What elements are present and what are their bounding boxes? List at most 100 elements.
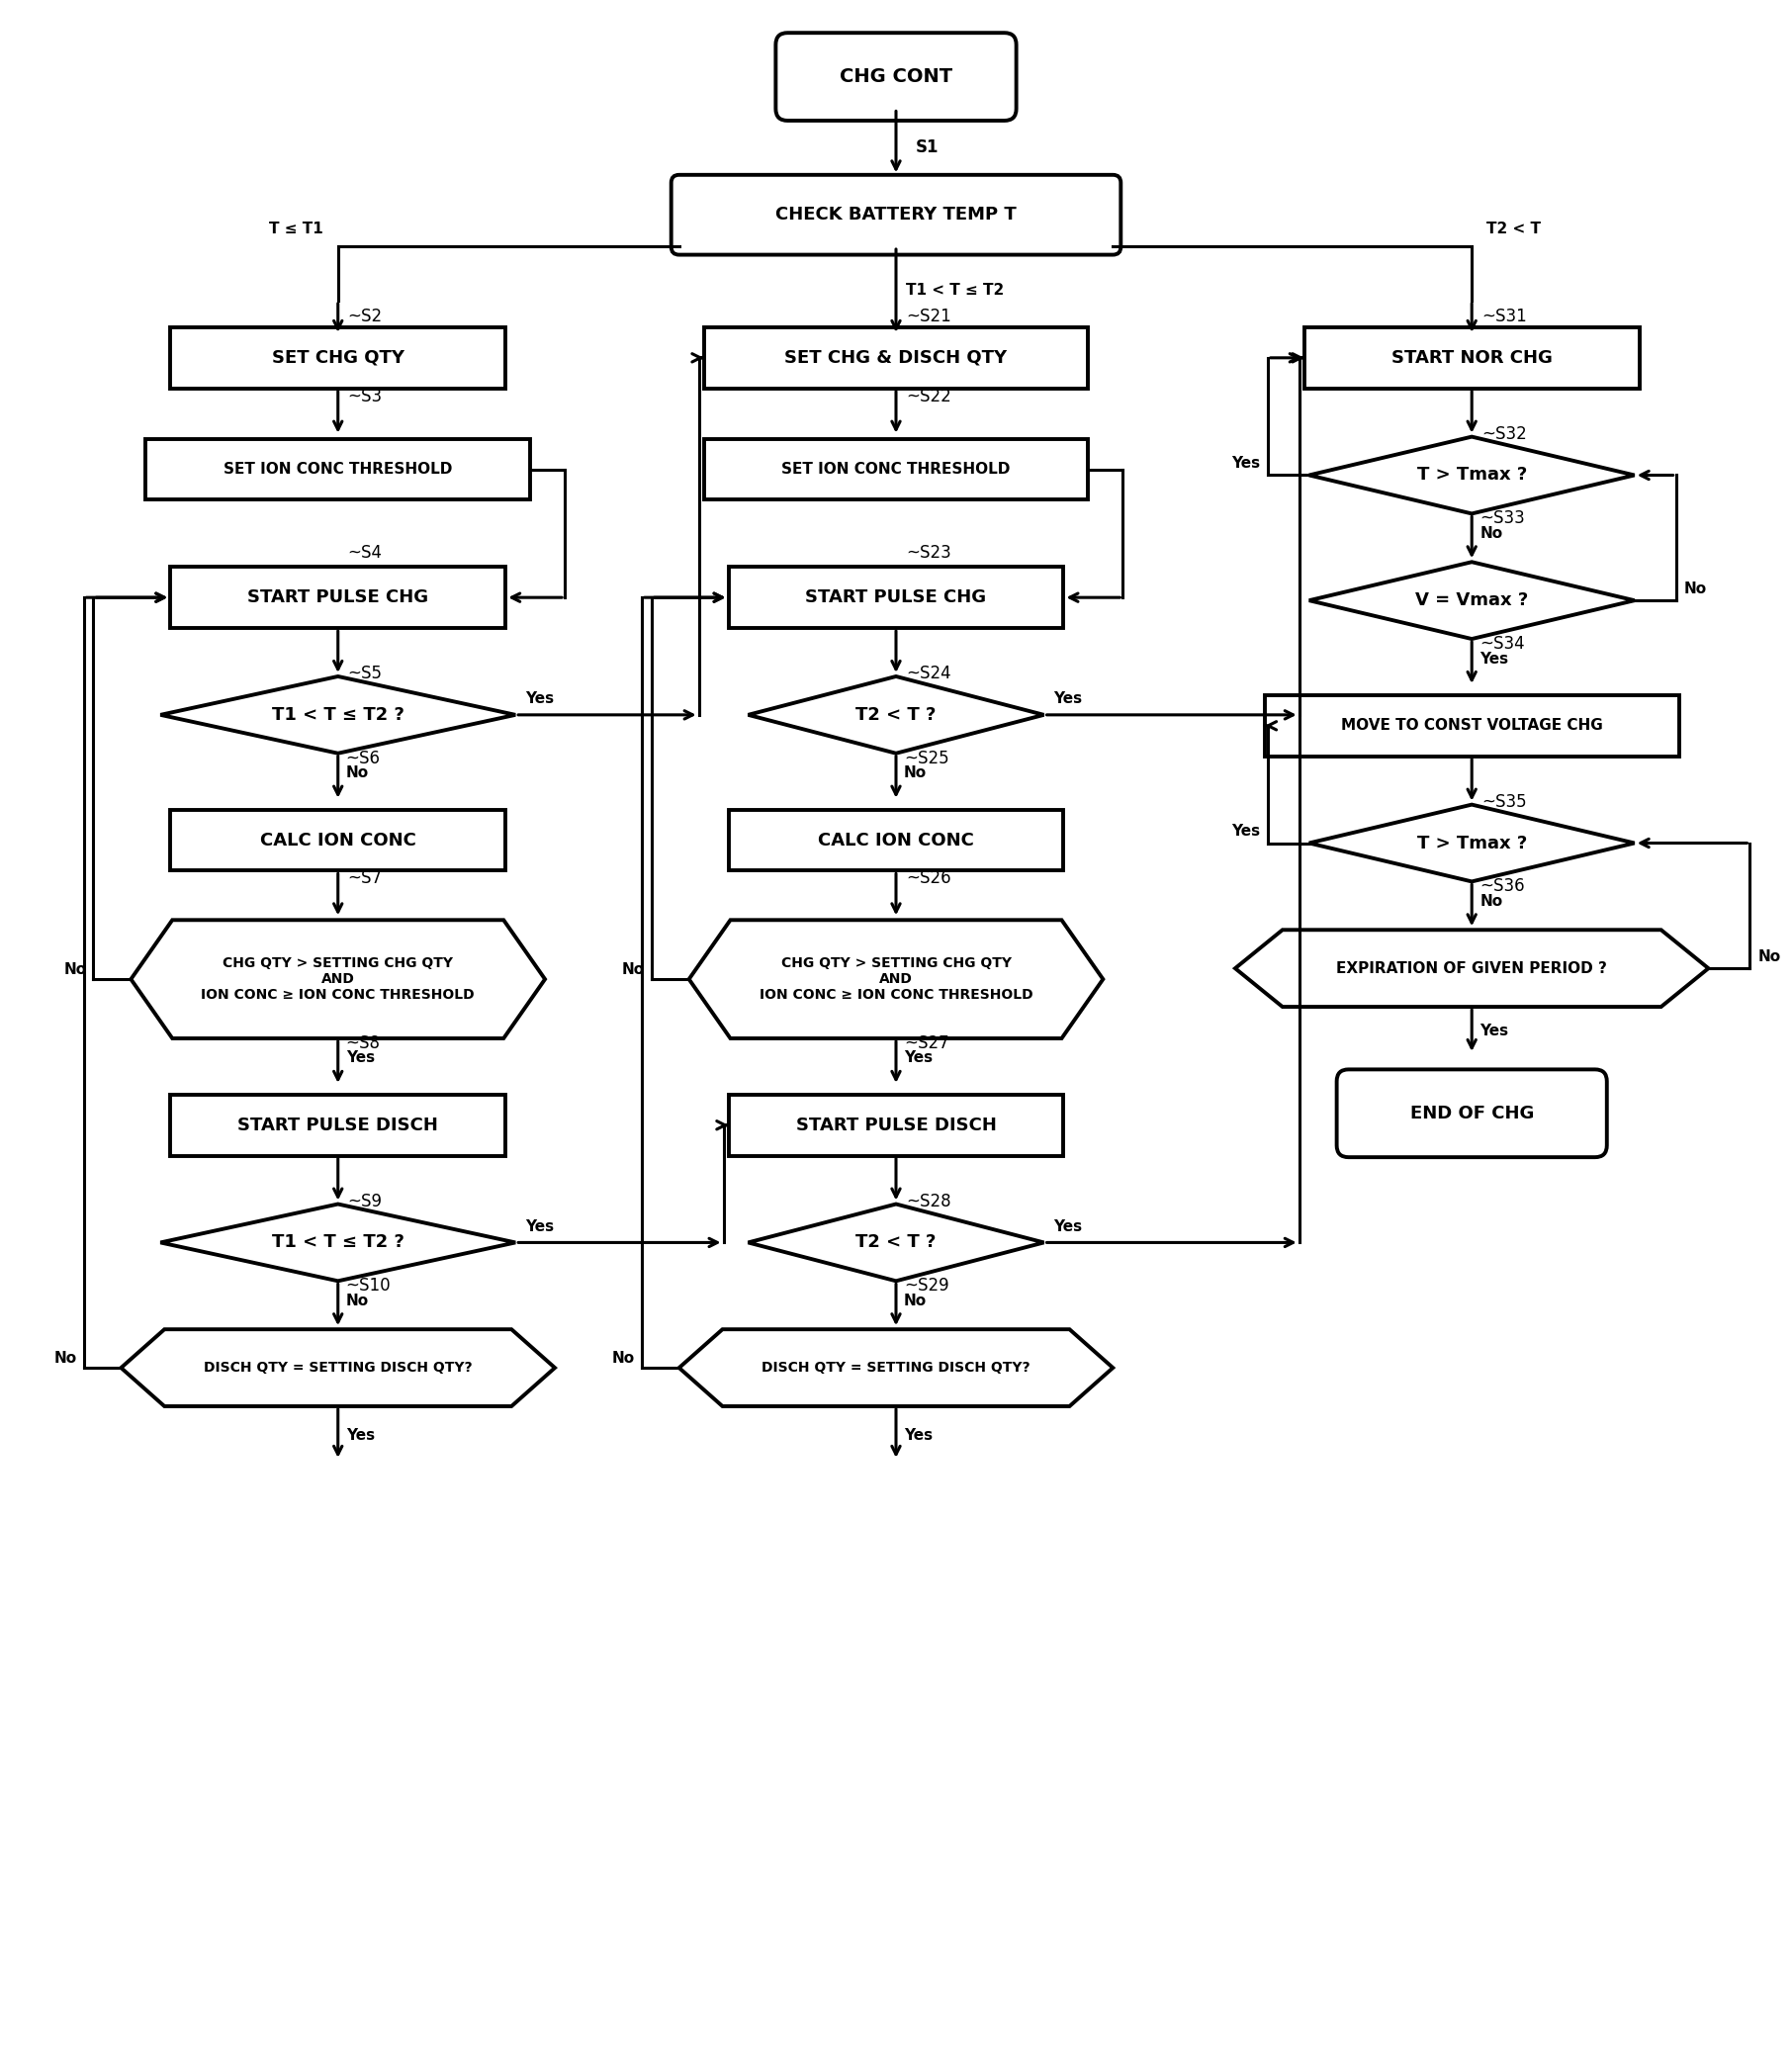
Text: T2 < T ?: T2 < T ? [857, 706, 935, 724]
FancyBboxPatch shape [672, 175, 1120, 255]
FancyBboxPatch shape [170, 810, 505, 870]
Text: SET ION CONC THRESHOLD: SET ION CONC THRESHOLD [781, 463, 1011, 477]
Text: Yes: Yes [1231, 457, 1260, 471]
Text: ~S35: ~S35 [1482, 792, 1527, 810]
FancyBboxPatch shape [170, 1094, 505, 1156]
Text: SET CHG QTY: SET CHG QTY [272, 350, 405, 366]
Text: CHG QTY > SETTING CHG QTY
AND
ION CONC ≥ ION CONC THRESHOLD: CHG QTY > SETTING CHG QTY AND ION CONC ≥… [201, 957, 475, 1002]
Text: Yes: Yes [1480, 652, 1509, 666]
Text: ~S21: ~S21 [907, 306, 952, 325]
Text: Yes: Yes [346, 1428, 375, 1444]
Text: ~S4: ~S4 [348, 545, 382, 562]
Polygon shape [1310, 436, 1634, 514]
Text: START NOR CHG: START NOR CHG [1391, 350, 1552, 366]
Polygon shape [122, 1329, 556, 1407]
Text: Yes: Yes [903, 1051, 932, 1066]
Text: Yes: Yes [1480, 1024, 1509, 1039]
Text: No: No [1480, 527, 1502, 541]
Polygon shape [747, 677, 1045, 753]
Text: CHG CONT: CHG CONT [840, 68, 952, 86]
FancyBboxPatch shape [1265, 695, 1679, 757]
Text: START PULSE DISCH: START PULSE DISCH [238, 1117, 439, 1133]
FancyBboxPatch shape [728, 810, 1064, 870]
Text: ~S36: ~S36 [1480, 878, 1525, 895]
Text: No: No [346, 765, 369, 780]
Text: CHG QTY > SETTING CHG QTY
AND
ION CONC ≥ ION CONC THRESHOLD: CHG QTY > SETTING CHG QTY AND ION CONC ≥… [760, 957, 1032, 1002]
Text: ~S3: ~S3 [348, 387, 382, 405]
Text: ~S6: ~S6 [346, 749, 380, 767]
Text: Yes: Yes [1054, 1220, 1082, 1234]
FancyBboxPatch shape [704, 438, 1088, 500]
Text: SET ION CONC THRESHOLD: SET ION CONC THRESHOLD [224, 463, 452, 477]
Text: No: No [611, 1351, 634, 1366]
Text: ~S25: ~S25 [903, 749, 950, 767]
Text: T > Tmax ?: T > Tmax ? [1417, 835, 1527, 852]
Polygon shape [131, 919, 545, 1039]
Text: ~S31: ~S31 [1482, 306, 1527, 325]
FancyBboxPatch shape [145, 438, 530, 500]
Text: Yes: Yes [1231, 823, 1260, 839]
FancyBboxPatch shape [170, 327, 505, 389]
Polygon shape [1235, 930, 1708, 1006]
Text: CALC ION CONC: CALC ION CONC [817, 831, 975, 850]
Text: No: No [622, 963, 645, 977]
Polygon shape [1310, 562, 1634, 640]
Text: T2 < T ?: T2 < T ? [857, 1234, 935, 1251]
Text: Yes: Yes [346, 1051, 375, 1066]
Text: SET CHG & DISCH QTY: SET CHG & DISCH QTY [785, 350, 1007, 366]
Text: START PULSE CHG: START PULSE CHG [805, 588, 987, 607]
Text: ~S24: ~S24 [907, 664, 952, 683]
Text: No: No [1480, 895, 1502, 909]
Text: Yes: Yes [525, 691, 554, 706]
Text: T1 < T ≤ T2 ?: T1 < T ≤ T2 ? [272, 1234, 405, 1251]
Text: No: No [903, 1294, 926, 1308]
Text: CALC ION CONC: CALC ION CONC [260, 831, 416, 850]
FancyBboxPatch shape [728, 568, 1064, 627]
Text: Yes: Yes [525, 1220, 554, 1234]
Text: T2 < T: T2 < T [1487, 222, 1541, 237]
Text: ~S5: ~S5 [348, 664, 382, 683]
Text: EXPIRATION OF GIVEN PERIOD ?: EXPIRATION OF GIVEN PERIOD ? [1337, 961, 1607, 975]
Text: ~S9: ~S9 [348, 1193, 382, 1210]
Text: V = Vmax ?: V = Vmax ? [1416, 592, 1529, 609]
Text: END OF CHG: END OF CHG [1410, 1105, 1534, 1123]
Text: S1: S1 [916, 138, 939, 156]
Text: ~S23: ~S23 [907, 545, 952, 562]
Text: Yes: Yes [903, 1428, 932, 1444]
Text: ~S28: ~S28 [907, 1193, 952, 1210]
Text: No: No [65, 963, 86, 977]
Text: No: No [1758, 948, 1781, 965]
Text: ~S10: ~S10 [346, 1277, 391, 1294]
Text: DISCH QTY = SETTING DISCH QTY?: DISCH QTY = SETTING DISCH QTY? [762, 1362, 1030, 1374]
Text: ~S34: ~S34 [1480, 636, 1525, 652]
Text: T1 < T ≤ T2: T1 < T ≤ T2 [907, 284, 1004, 298]
Text: ~S22: ~S22 [907, 387, 952, 405]
Polygon shape [1310, 804, 1634, 882]
Polygon shape [747, 1203, 1045, 1282]
Text: ~S8: ~S8 [346, 1035, 380, 1053]
Text: ~S26: ~S26 [907, 870, 952, 887]
FancyBboxPatch shape [170, 568, 505, 627]
Text: No: No [346, 1294, 369, 1308]
Text: No: No [1684, 582, 1706, 597]
Polygon shape [679, 1329, 1113, 1407]
Text: No: No [54, 1351, 77, 1366]
Text: ~S32: ~S32 [1482, 426, 1527, 442]
FancyBboxPatch shape [1337, 1070, 1607, 1158]
Text: START PULSE CHG: START PULSE CHG [247, 588, 428, 607]
Text: ~S29: ~S29 [903, 1277, 950, 1294]
Text: T ≤ T1: T ≤ T1 [269, 222, 323, 237]
Text: DISCH QTY = SETTING DISCH QTY?: DISCH QTY = SETTING DISCH QTY? [204, 1362, 473, 1374]
Text: ~S2: ~S2 [348, 306, 382, 325]
Polygon shape [161, 1203, 516, 1282]
Text: Yes: Yes [1054, 691, 1082, 706]
Text: ~S33: ~S33 [1480, 510, 1525, 527]
Text: MOVE TO CONST VOLTAGE CHG: MOVE TO CONST VOLTAGE CHG [1340, 718, 1602, 732]
Text: ~S27: ~S27 [903, 1035, 950, 1053]
FancyBboxPatch shape [728, 1094, 1064, 1156]
Text: T > Tmax ?: T > Tmax ? [1417, 467, 1527, 483]
Text: T1 < T ≤ T2 ?: T1 < T ≤ T2 ? [272, 706, 405, 724]
Polygon shape [688, 919, 1104, 1039]
Polygon shape [161, 677, 516, 753]
FancyBboxPatch shape [776, 33, 1016, 121]
